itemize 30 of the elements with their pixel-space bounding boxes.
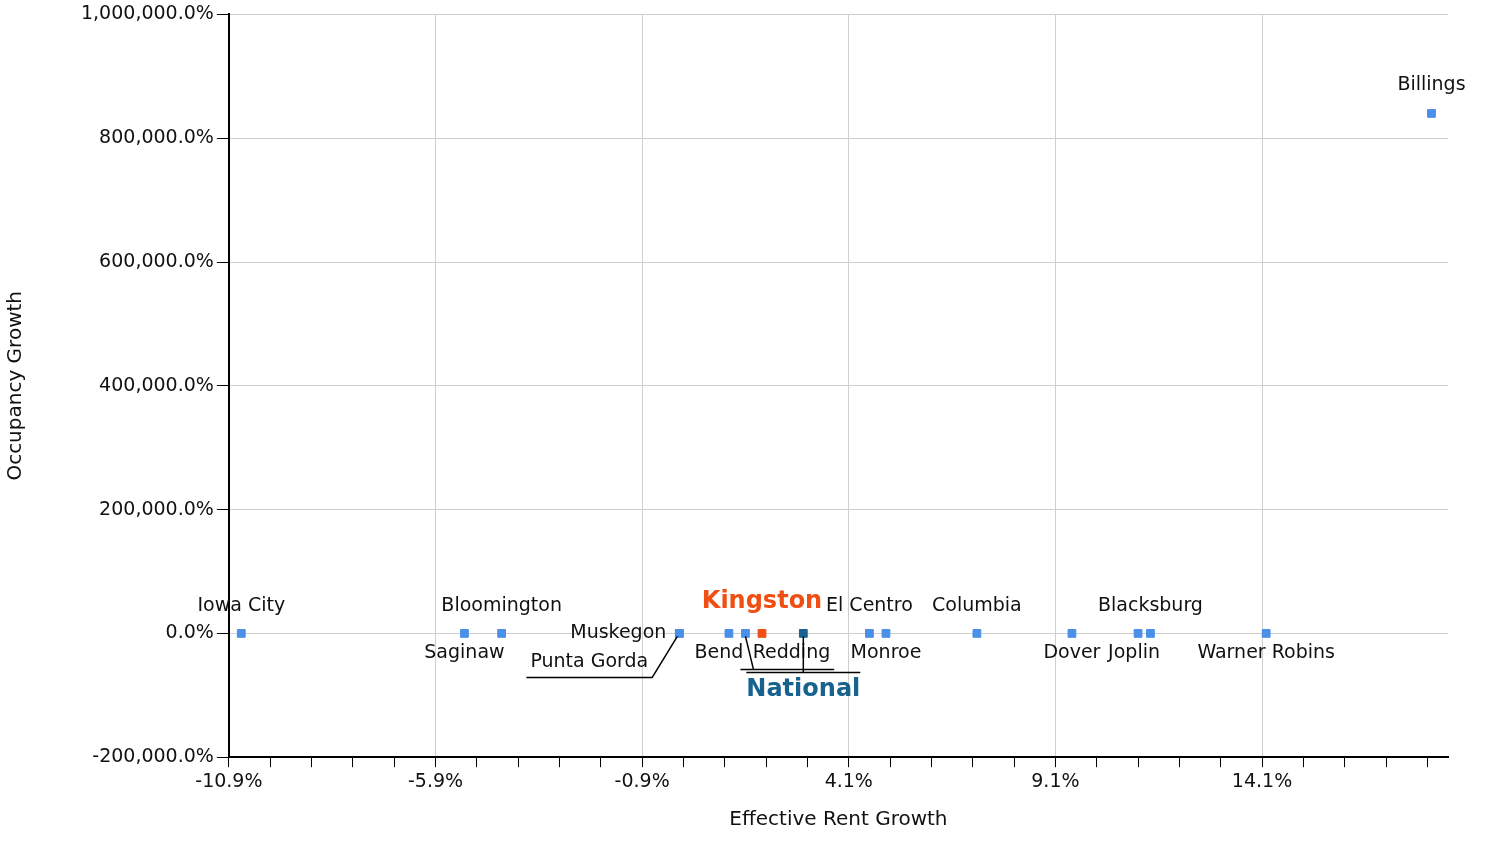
x-tick-label: -5.9% (407, 768, 464, 791)
y-tick-label: 800,000.0% (99, 125, 214, 148)
annotation: Joplin (1107, 640, 1160, 663)
x-axis-title: Effective Rent Growth (729, 806, 948, 831)
x-tick-label: 14.1% (1231, 768, 1293, 791)
x-tick-label: -10.9% (195, 768, 263, 791)
y-axis-title: Occupancy Growth (2, 290, 27, 481)
annotation: Billings (1397, 72, 1466, 95)
annotation: Muskegon (570, 620, 667, 643)
annotation: Blacksburg (1097, 593, 1203, 616)
annotation: Bloomington (441, 593, 562, 616)
y-tick-label: 1,000,000.0% (80, 1, 214, 24)
annotation: Bend (694, 640, 744, 663)
annotation: El Centro (826, 593, 913, 616)
annotation: Punta Gorda (530, 649, 649, 672)
x-tick-label: 9.1% (1031, 768, 1080, 791)
x-tick-label: -0.9% (614, 768, 670, 791)
text: National (746, 673, 861, 702)
y-tick-label: 200,000.0% (99, 496, 214, 519)
annotation: Monroe (850, 640, 922, 663)
series-label: Kingston (701, 585, 823, 614)
annotation: Columbia (932, 593, 1022, 616)
annotation: Saginaw (424, 640, 505, 663)
y-tick-label: -200,000.0% (92, 744, 214, 767)
annotation: Dover (1043, 640, 1101, 663)
y-tick-label: 600,000.0% (99, 248, 214, 271)
annotation: Warner Robins (1197, 640, 1335, 663)
x-tick-label: 4.1% (824, 768, 873, 791)
y-tick-label: 0.0% (165, 620, 214, 643)
y-tick-label: 400,000.0% (99, 372, 214, 395)
